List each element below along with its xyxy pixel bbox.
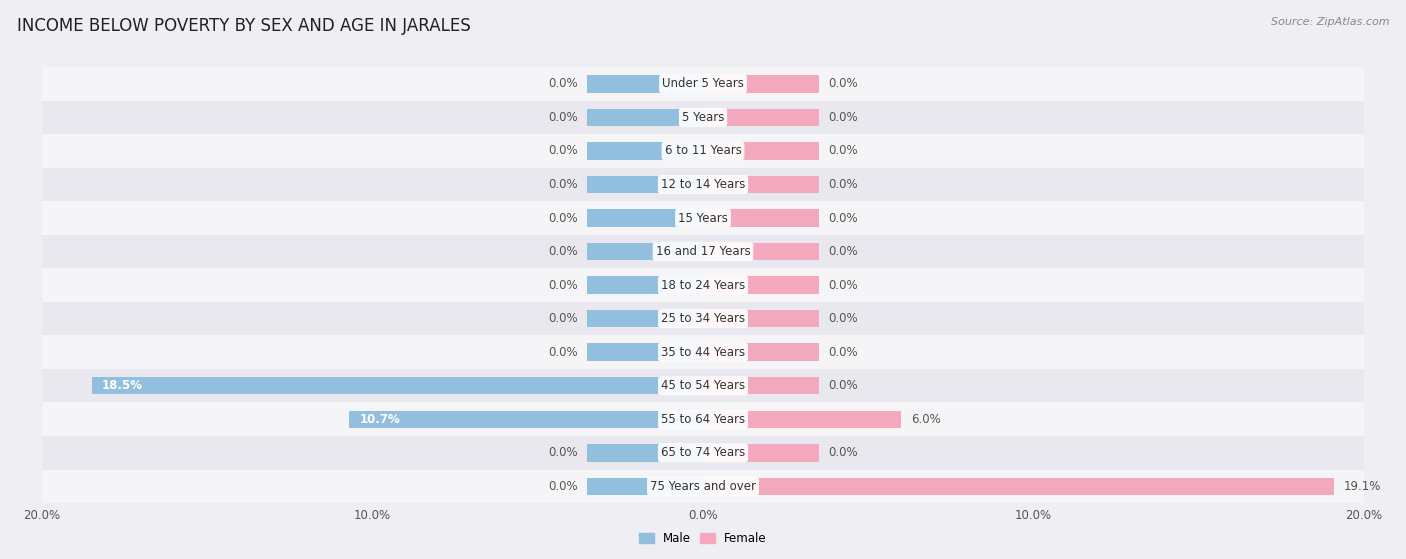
Text: 18 to 24 Years: 18 to 24 Years bbox=[661, 278, 745, 292]
Bar bbox=[703, 75, 818, 93]
Bar bbox=[42, 470, 1364, 503]
Text: 0.0%: 0.0% bbox=[548, 345, 578, 359]
Text: 55 to 64 Years: 55 to 64 Years bbox=[661, 413, 745, 426]
Legend: Male, Female: Male, Female bbox=[634, 527, 772, 549]
Text: 12 to 14 Years: 12 to 14 Years bbox=[661, 178, 745, 191]
Text: 0.0%: 0.0% bbox=[548, 211, 578, 225]
Text: 0.0%: 0.0% bbox=[548, 178, 578, 191]
Bar bbox=[588, 75, 703, 93]
Bar bbox=[703, 444, 818, 462]
Text: 0.0%: 0.0% bbox=[828, 278, 858, 292]
Text: 0.0%: 0.0% bbox=[828, 345, 858, 359]
Text: 0.0%: 0.0% bbox=[828, 245, 858, 258]
Text: 65 to 74 Years: 65 to 74 Years bbox=[661, 446, 745, 459]
Bar bbox=[703, 108, 818, 126]
Bar bbox=[588, 243, 703, 260]
Text: INCOME BELOW POVERTY BY SEX AND AGE IN JARALES: INCOME BELOW POVERTY BY SEX AND AGE IN J… bbox=[17, 17, 471, 35]
Bar bbox=[588, 142, 703, 160]
Bar bbox=[703, 176, 818, 193]
Bar bbox=[42, 101, 1364, 134]
Bar bbox=[42, 168, 1364, 201]
Text: 6 to 11 Years: 6 to 11 Years bbox=[665, 144, 741, 158]
Bar bbox=[42, 402, 1364, 436]
Text: 15 Years: 15 Years bbox=[678, 211, 728, 225]
Bar bbox=[703, 276, 818, 294]
Bar bbox=[42, 369, 1364, 402]
Bar bbox=[350, 410, 703, 428]
Text: 6.0%: 6.0% bbox=[911, 413, 941, 426]
Bar bbox=[703, 377, 818, 395]
Text: 18.5%: 18.5% bbox=[101, 379, 142, 392]
Text: 0.0%: 0.0% bbox=[548, 144, 578, 158]
Text: 0.0%: 0.0% bbox=[828, 446, 858, 459]
Text: 0.0%: 0.0% bbox=[548, 111, 578, 124]
Text: 45 to 54 Years: 45 to 54 Years bbox=[661, 379, 745, 392]
Text: 0.0%: 0.0% bbox=[828, 144, 858, 158]
Text: 0.0%: 0.0% bbox=[548, 278, 578, 292]
Bar bbox=[703, 343, 818, 361]
Bar bbox=[703, 310, 818, 328]
Text: Source: ZipAtlas.com: Source: ZipAtlas.com bbox=[1271, 17, 1389, 27]
Bar bbox=[703, 209, 818, 227]
Text: 0.0%: 0.0% bbox=[548, 480, 578, 493]
Bar bbox=[42, 335, 1364, 369]
Bar bbox=[703, 477, 1334, 495]
Bar bbox=[588, 310, 703, 328]
Bar bbox=[588, 209, 703, 227]
Bar bbox=[588, 176, 703, 193]
Text: Under 5 Years: Under 5 Years bbox=[662, 77, 744, 91]
Text: 0.0%: 0.0% bbox=[548, 312, 578, 325]
Bar bbox=[588, 477, 703, 495]
Text: 0.0%: 0.0% bbox=[828, 77, 858, 91]
Bar bbox=[42, 201, 1364, 235]
Bar bbox=[42, 67, 1364, 101]
Text: 19.1%: 19.1% bbox=[1344, 480, 1381, 493]
Text: 0.0%: 0.0% bbox=[828, 111, 858, 124]
Bar bbox=[42, 134, 1364, 168]
Bar bbox=[588, 108, 703, 126]
Bar bbox=[703, 410, 901, 428]
Bar bbox=[42, 235, 1364, 268]
Bar bbox=[703, 243, 818, 260]
Text: 5 Years: 5 Years bbox=[682, 111, 724, 124]
Text: 10.7%: 10.7% bbox=[360, 413, 401, 426]
Bar bbox=[42, 302, 1364, 335]
Bar bbox=[588, 276, 703, 294]
Bar bbox=[42, 268, 1364, 302]
Bar bbox=[588, 343, 703, 361]
Text: 35 to 44 Years: 35 to 44 Years bbox=[661, 345, 745, 359]
Bar bbox=[703, 142, 818, 160]
Text: 0.0%: 0.0% bbox=[828, 211, 858, 225]
Bar bbox=[91, 377, 703, 395]
Text: 0.0%: 0.0% bbox=[548, 77, 578, 91]
Text: 16 and 17 Years: 16 and 17 Years bbox=[655, 245, 751, 258]
Text: 75 Years and over: 75 Years and over bbox=[650, 480, 756, 493]
Text: 0.0%: 0.0% bbox=[828, 178, 858, 191]
Text: 0.0%: 0.0% bbox=[828, 312, 858, 325]
Text: 0.0%: 0.0% bbox=[548, 245, 578, 258]
Text: 0.0%: 0.0% bbox=[548, 446, 578, 459]
Bar bbox=[588, 444, 703, 462]
Text: 0.0%: 0.0% bbox=[828, 379, 858, 392]
Bar bbox=[42, 436, 1364, 470]
Text: 25 to 34 Years: 25 to 34 Years bbox=[661, 312, 745, 325]
